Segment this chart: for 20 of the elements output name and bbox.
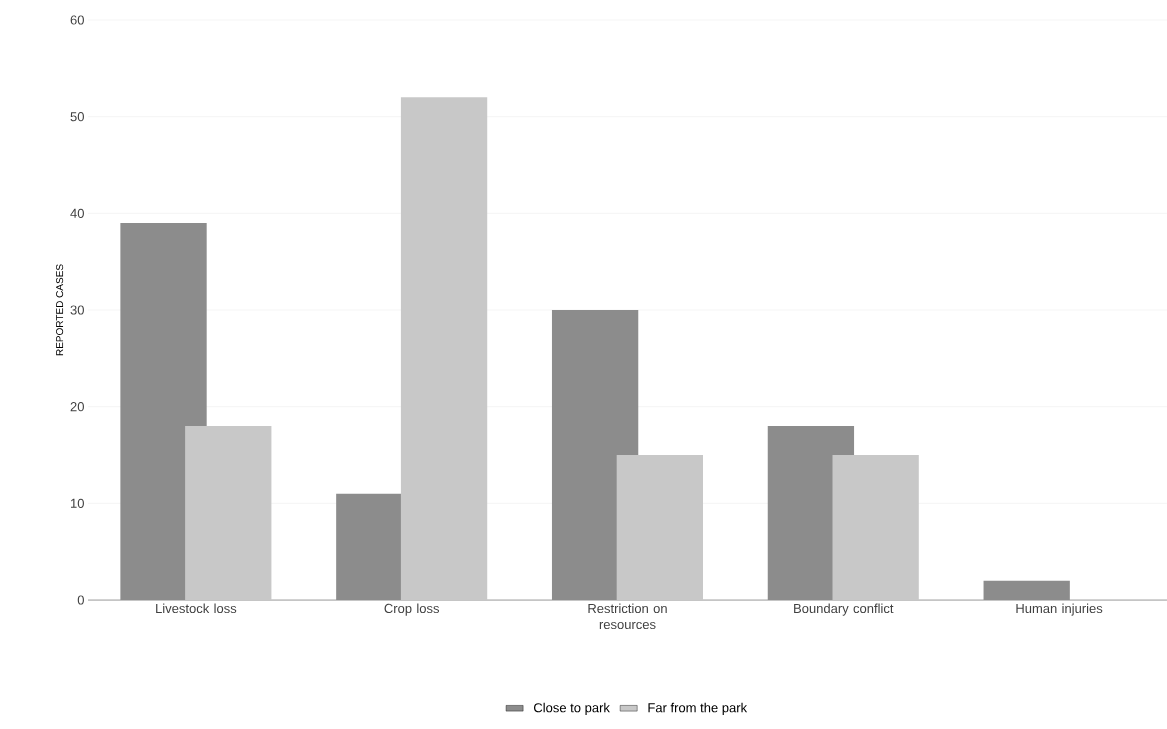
x-tick-label: Livestock loss [156,603,237,614]
y-tick-label: 60 [70,15,84,25]
x-tick-label: Restriction on resources [588,603,667,630]
y-tick-label: 10 [71,498,84,508]
y-tick-label: 20 [70,402,84,412]
bar [400,97,488,600]
y-tick-label: 30 [70,305,84,315]
x-tick-label: Human injuries [1016,603,1103,616]
bar [832,455,919,600]
y-tick-label: 40 [70,208,84,218]
x-tick-label: Boundary conflict [794,603,894,616]
y-tick-label: 50 [70,112,84,122]
legend-label: Far from the park [648,702,748,715]
y-axis-title: REPORTED CASES [56,264,64,356]
x-tick-label: Crop loss [384,603,440,616]
bar [983,580,1070,600]
y-tick-label: 0 [77,595,84,605]
bar [616,455,704,600]
bar [185,426,272,600]
legend-label: Close to park [534,702,610,715]
